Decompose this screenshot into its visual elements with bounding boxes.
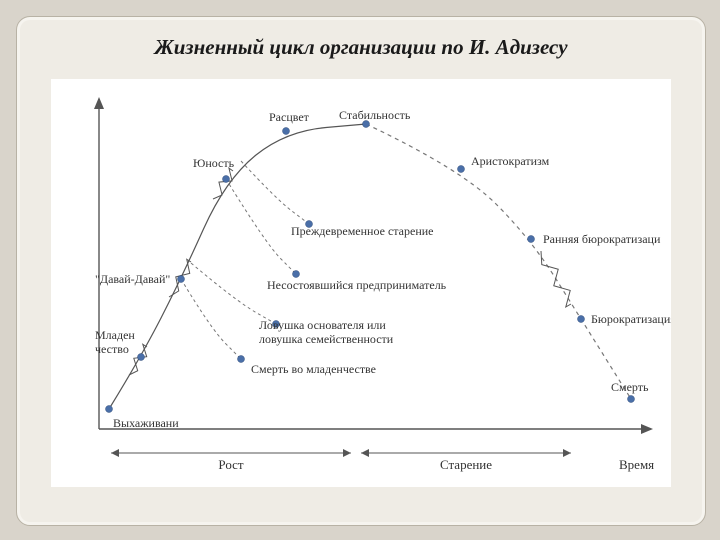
node-adolescence: [223, 176, 230, 183]
node-gogo: [178, 276, 185, 283]
node-earlybur: [528, 236, 535, 243]
label-trap1: Ловушка основателя или: [259, 318, 386, 332]
label-bureaucracy: Бюрократизация: [591, 312, 671, 326]
label-courtship: Выхаживани: [113, 416, 179, 430]
node-death: [628, 396, 635, 403]
page-title: Жизненный цикл организации по И. Адизесу: [17, 35, 705, 60]
label-earlybur: Ранняя бюрократизаци: [543, 232, 661, 246]
label-infdeath: Смерть во младенчестве: [251, 362, 376, 376]
label-aristocracy: Аристократизм: [471, 154, 550, 168]
label-prime: Расцвет: [269, 110, 310, 124]
label-unfulfilled: Несостоявшийся предприниматель: [267, 278, 447, 292]
label-stable: Стабильность: [339, 108, 411, 122]
node-bureaucracy: [578, 316, 585, 323]
lifecycle-chart: Рост Старение Время Выхаживани Младенчество "…: [51, 79, 671, 487]
svg-text:Время: Время: [619, 457, 654, 472]
label-infancy1: Младен: [95, 328, 135, 342]
svg-text:Старение: Старение: [440, 457, 492, 472]
label-infancy2: чество: [95, 342, 129, 356]
node-infdeath: [238, 356, 245, 363]
svg-text:Рост: Рост: [218, 457, 244, 472]
chart-svg: Рост Старение Время Выхаживани Младенчество "…: [51, 79, 671, 487]
label-gogo: "Давай-Давай": [95, 272, 170, 286]
node-aristocracy: [458, 166, 465, 173]
label-trap2: ловушка семейственности: [259, 332, 394, 346]
label-adolescence: Юность: [193, 156, 235, 170]
card-frame: Жизненный цикл организации по И. Адизесу…: [16, 16, 706, 526]
label-death: Смерть: [611, 380, 649, 394]
node-infancy: [138, 354, 145, 361]
label-premaging: Преждевременное старение: [291, 224, 433, 238]
node-prime: [283, 128, 290, 135]
node-unfulfilled: [293, 271, 300, 278]
node-courtship: [106, 406, 113, 413]
